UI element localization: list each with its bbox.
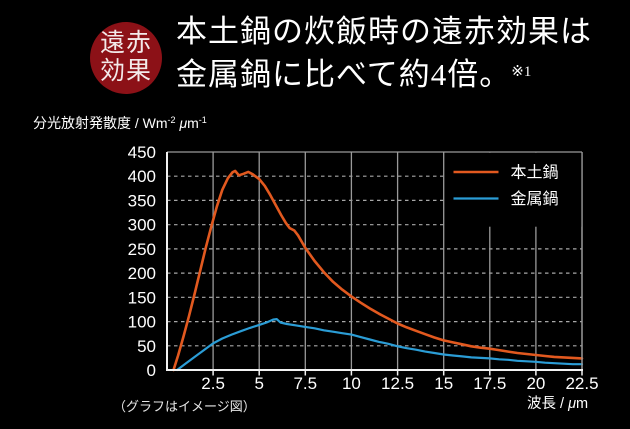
- x-tick-label: 2.5: [201, 374, 225, 393]
- y-tick-label: 50: [137, 337, 156, 356]
- x-tick-label: 15: [434, 374, 453, 393]
- y-tick-label: 400: [128, 167, 156, 186]
- curve-layer: [172, 169, 584, 372]
- y-tick-label: 100: [128, 313, 156, 332]
- y-tick-label: 300: [128, 216, 156, 235]
- y-tick-label: 350: [128, 191, 156, 210]
- x-tick-label: 20: [526, 374, 545, 393]
- legend: 本土鍋 金属鍋: [445, 152, 582, 227]
- x-tick-label: 7.5: [293, 374, 317, 393]
- series-line-2: [176, 318, 584, 372]
- far-infrared-badge: 遠赤 効果: [90, 22, 162, 94]
- tick-label-layer: 0 50 100 150 200 250 300 350 400 450 2.5 5 7.5 10 12.5…: [128, 143, 599, 393]
- footnote-mark: ※1: [511, 64, 532, 80]
- title-line-1: 本土鍋の炊飯時の遠赤効果は: [176, 14, 592, 49]
- legend-box: [445, 152, 582, 227]
- x-tick-label: 17.5: [473, 374, 506, 393]
- legend-label-kinzokunabe: 金属鍋: [511, 190, 559, 208]
- y-axis-unit-label: 分光放射発散度 / Wm-2 μm-1: [33, 115, 207, 131]
- x-tick-label: 10: [342, 374, 361, 393]
- x-tick-label: 22.5: [565, 374, 598, 393]
- title-line-2: 金属鍋に比べて約4倍。※1: [176, 57, 532, 92]
- y-tick-label: 150: [128, 288, 156, 307]
- y-tick-label: 200: [128, 264, 156, 283]
- y-tick-label: 450: [128, 143, 156, 162]
- x-axis-label: 波長 / μm: [527, 396, 589, 412]
- legend-label-honmonabe: 本土鍋: [511, 164, 559, 182]
- y-tick-label: 0: [147, 361, 156, 380]
- x-tick-label: 12.5: [381, 374, 414, 393]
- border-layer: [166, 151, 583, 376]
- page-title: 本土鍋の炊飯時の遠赤効果は 金属鍋に比べて約4倍。※1: [176, 11, 592, 95]
- badge-line-2: 効果: [99, 58, 152, 85]
- chart-svg: 本土鍋 金属鍋 0 50 100 150 200 250 300 350 400 450 2.5 5 7…: [128, 143, 599, 393]
- image-note: （グラフはイメージ図）: [113, 399, 256, 414]
- badge-line-1: 遠赤: [99, 30, 152, 57]
- series-line-1: [172, 169, 584, 372]
- x-tick-label: 5: [254, 374, 263, 393]
- y-tick-label: 250: [128, 240, 156, 259]
